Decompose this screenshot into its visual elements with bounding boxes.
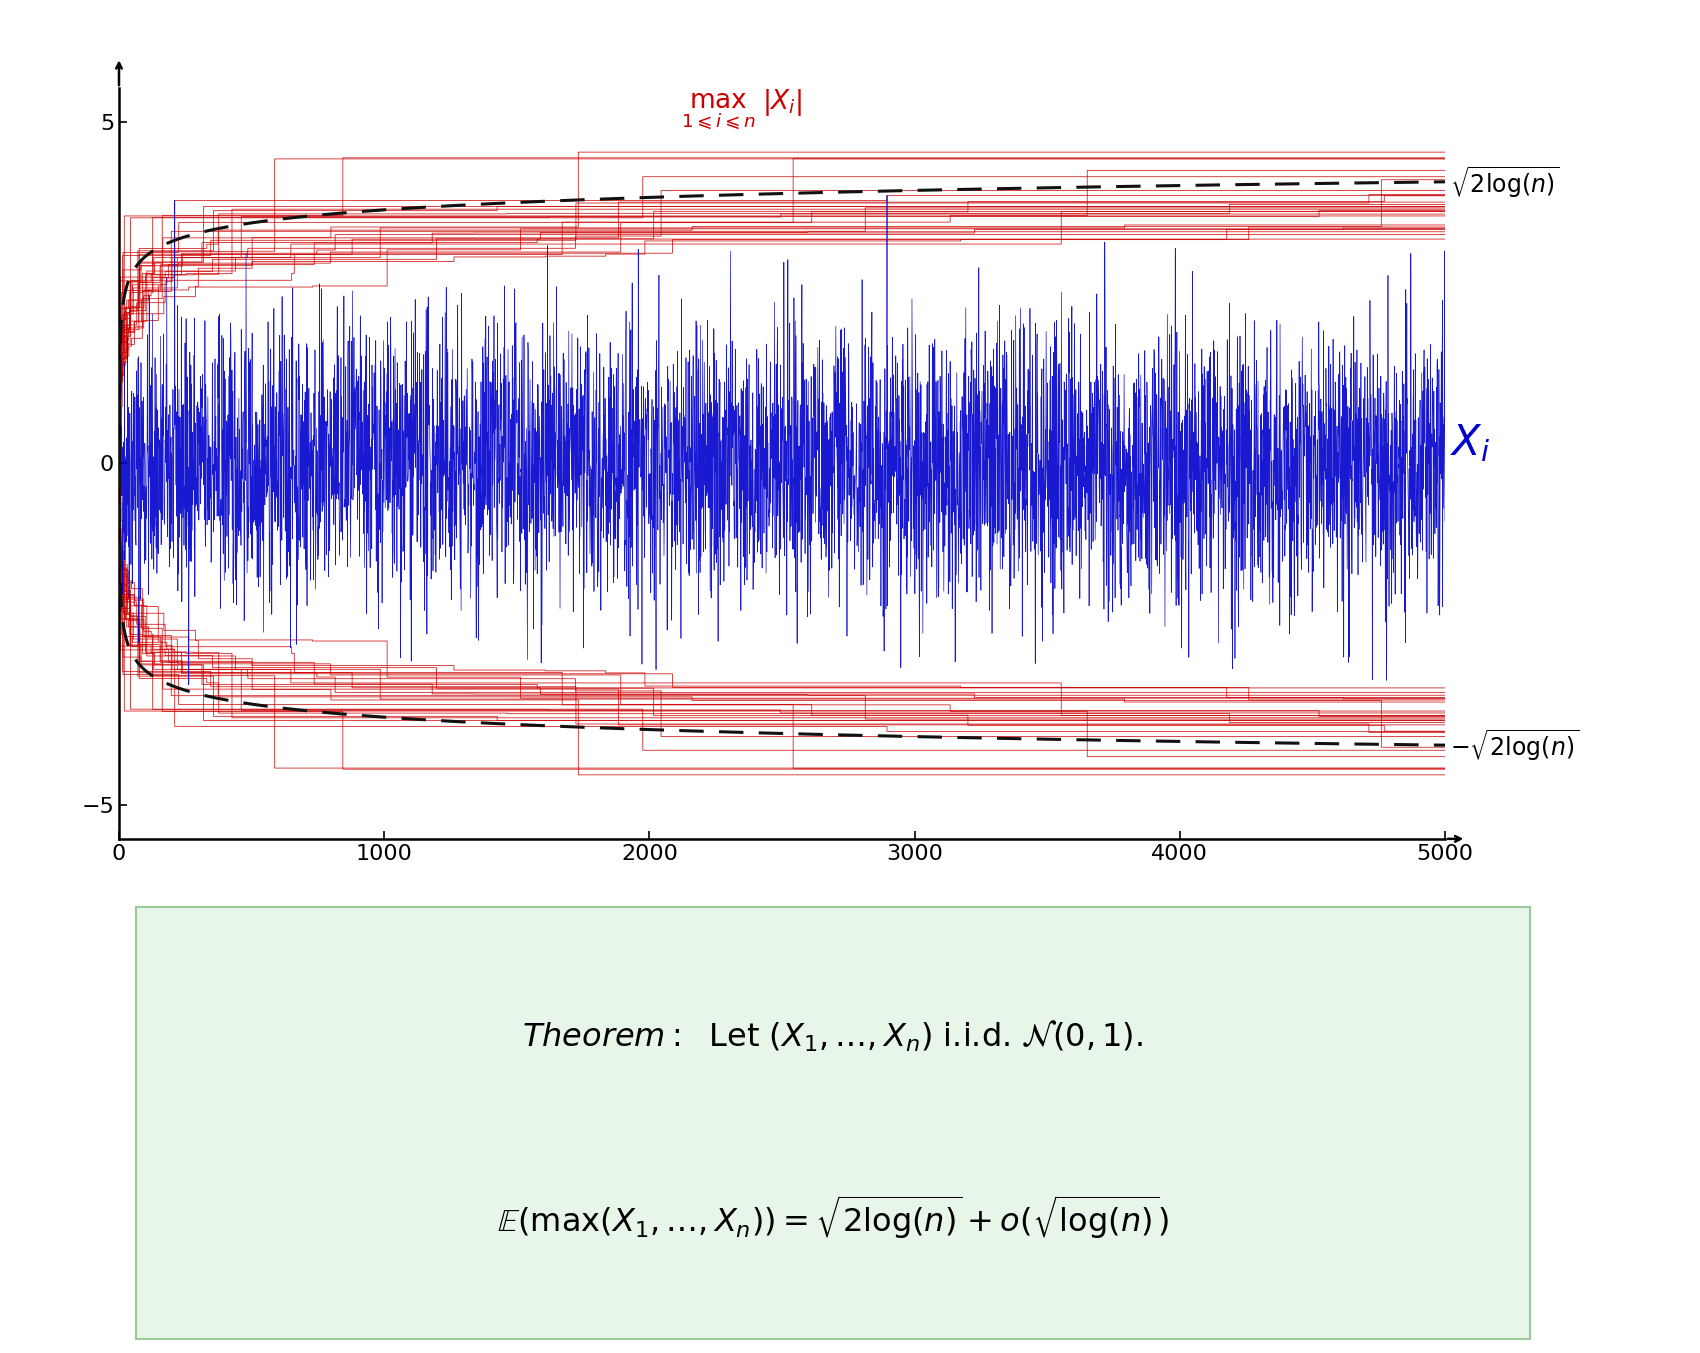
- Text: $X_i$: $X_i$: [1450, 422, 1491, 464]
- FancyBboxPatch shape: [136, 907, 1530, 1339]
- Text: $\sqrt{2\log(n)}$: $\sqrt{2\log(n)}$: [1450, 164, 1559, 200]
- Text: $-\sqrt{2\log(n)}$: $-\sqrt{2\log(n)}$: [1450, 728, 1579, 763]
- Text: $\underset{1\leqslant i\leqslant n}{\max}\;|X_i|$: $\underset{1\leqslant i\leqslant n}{\max…: [682, 87, 802, 131]
- Text: $\mathit{Theorem:}$  Let $(X_1,\ldots,X_n)$ i.i.d. $\mathcal{N}(0,1)$.: $\mathit{Theorem:}$ Let $(X_1,\ldots,X_n…: [522, 1019, 1144, 1054]
- Text: $\mathbb{E}(\mathrm{max}(X_1,\ldots,X_n)) = \sqrt{2\log(n)} + o(\sqrt{\log(n)})$: $\mathbb{E}(\mathrm{max}(X_1,\ldots,X_n)…: [496, 1195, 1170, 1242]
